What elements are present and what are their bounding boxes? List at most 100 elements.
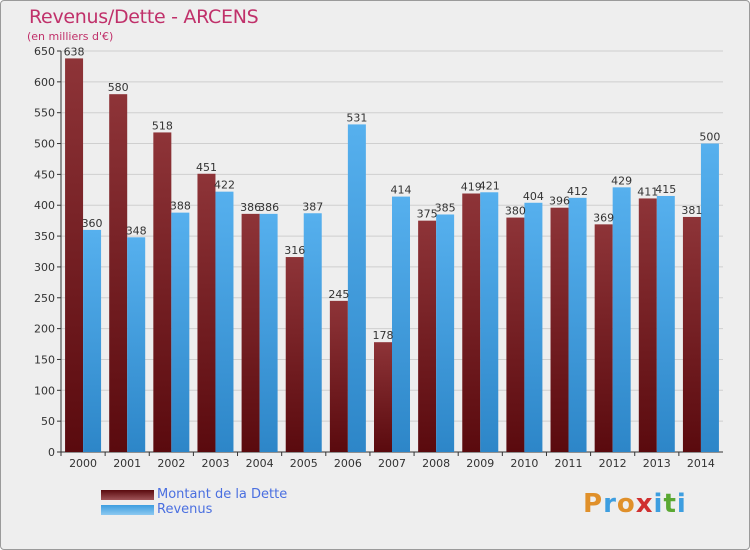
revenue-bar [568,197,587,452]
revenue-bar-label: 421 [479,179,500,192]
x-tick-label: 2008 [422,457,450,470]
revenue-bar [612,187,631,452]
x-tick-label: 2011 [555,457,583,470]
debt-bar-label: 638 [64,45,85,58]
y-tick-label: 50 [41,415,55,428]
x-tick-label: 2014 [687,457,715,470]
y-tick-label: 300 [34,261,55,274]
revenue-bar [347,124,366,452]
x-tick-label: 2001 [113,457,141,470]
debt-bar-label: 375 [417,208,438,221]
revenue-bar-label: 415 [655,183,676,196]
legend-label-revenue: Revenus [157,502,213,517]
revenue-bar-label: 429 [611,174,632,187]
revenue-bar-label: 388 [170,200,191,213]
x-tick-label: 2004 [246,457,274,470]
debt-bar-label: 386 [240,201,261,214]
y-tick-label: 400 [34,199,55,212]
debt-bar [374,342,392,452]
y-tick-label: 250 [34,292,55,305]
revenue-bar-label: 422 [214,179,235,192]
revenue-bar-label: 360 [82,217,103,230]
debt-bar [65,58,84,452]
debt-bar-label: 451 [196,161,217,174]
revenue-bar [83,229,102,452]
revenue-bar-label: 500 [699,131,720,144]
debt-bar-label: 369 [593,211,614,224]
debt-bar [594,224,613,452]
x-tick-label: 2005 [290,457,318,470]
revenue-bar [480,192,499,452]
debt-bar-label: 381 [681,204,702,217]
revenue-bar [127,237,146,452]
revenue-bar [215,191,234,453]
x-tick-label: 2013 [643,457,671,470]
debt-bar [329,300,348,452]
y-tick-label: 550 [34,107,55,120]
revenue-bar [171,212,190,452]
chart-subtitle: (en milliers d'€) [27,30,114,43]
x-tick-label: 2006 [334,457,362,470]
y-tick-label: 150 [34,353,55,366]
debt-bar-label: 316 [284,244,305,257]
debt-bar [109,94,128,452]
y-tick-label: 650 [34,45,55,58]
y-tick-label: 600 [34,76,55,89]
revenue-bar-label: 385 [435,201,456,214]
debt-bar-label: 396 [549,195,570,208]
revenue-bar-label: 412 [567,185,588,198]
x-tick-label: 2009 [466,457,494,470]
debt-bar [550,207,569,452]
y-tick-label: 0 [48,446,55,459]
revenue-bar [303,213,322,452]
debt-bar [418,220,437,452]
x-tick-label: 2010 [510,457,538,470]
x-tick-label: 2000 [69,457,97,470]
chart-plot: 0 50 100 150 200 250 300 350 400 450 500 550 600 650 2… [34,45,723,470]
revenue-bar [392,196,410,452]
debt-bar [241,213,260,452]
debt-bar [285,257,304,452]
y-tick-label: 450 [34,168,55,181]
revenue-bar [700,143,719,453]
debt-bar [462,193,481,453]
debt-bar [153,132,172,453]
debt-bar [682,216,701,452]
revenue-bar-label: 386 [258,201,279,214]
legend-label-debt: Montant de la Dette [157,487,288,502]
revenue-bar [524,202,543,452]
chart-title: Revenus/Dette - ARCENS [29,6,259,28]
debt-bar-label: 419 [461,181,482,194]
revenue-bar [259,213,278,452]
x-tick-label: 2007 [378,457,406,470]
debt-bar [638,198,657,452]
debt-bar-label: 518 [152,119,173,132]
legend-item-revenue: Revenus [101,502,287,517]
debt-bar [197,173,216,452]
legend-item-debt: Montant de la Dette [101,487,287,502]
proxiti-logo: Proxiti [583,489,687,519]
revenue-bar-label: 531 [346,111,367,124]
y-tick-label: 200 [34,323,55,336]
debt-bar [506,217,525,452]
debt-bar-label: 380 [505,205,526,218]
debt-bar-label: 178 [373,329,394,342]
revenue-bar [656,195,675,452]
debt-bar-label: 580 [108,81,129,94]
revenue-bar-label: 348 [126,224,147,237]
chart-legend: Montant de la Dette Revenus [101,487,287,517]
revenue-bar [436,214,455,452]
legend-swatch-revenue [101,504,154,515]
x-tick-label: 2012 [599,457,627,470]
revenue-bar-label: 404 [523,190,544,203]
debt-bar-label: 411 [637,185,658,198]
y-tick-label: 100 [34,384,55,397]
y-tick-label: 500 [34,138,55,151]
legend-swatch-debt [101,489,154,500]
revenue-bar-label: 414 [391,184,412,197]
x-tick-label: 2002 [157,457,185,470]
debt-bar-label: 245 [328,288,349,301]
y-tick-label: 350 [34,230,55,243]
x-tick-label: 2003 [201,457,229,470]
